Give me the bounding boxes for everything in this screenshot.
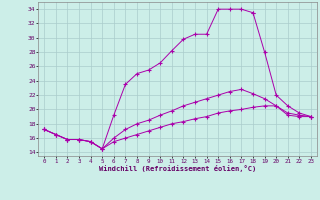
X-axis label: Windchill (Refroidissement éolien,°C): Windchill (Refroidissement éolien,°C) xyxy=(99,165,256,172)
